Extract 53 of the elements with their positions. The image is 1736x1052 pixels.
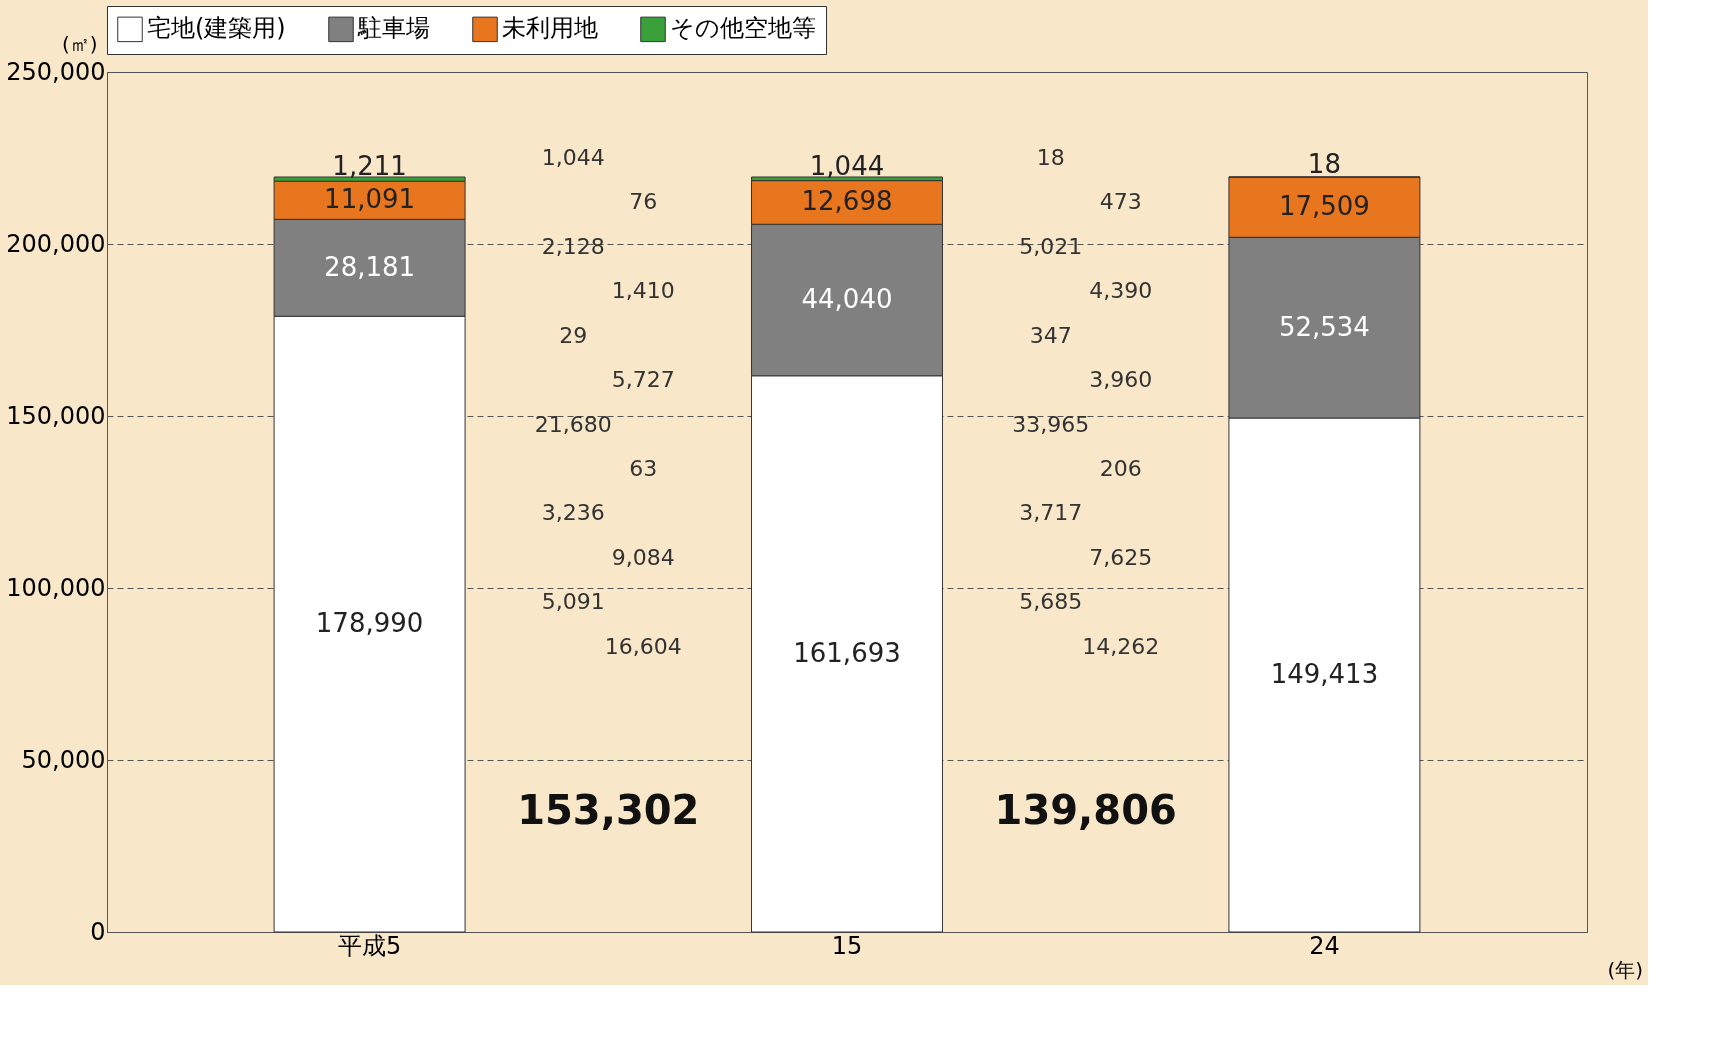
- legend-label: 未利用地: [502, 14, 598, 43]
- x-axis-title: (年): [1607, 957, 1644, 982]
- annotation: 153,302: [517, 786, 700, 833]
- y-axis-title: (㎡): [61, 31, 98, 56]
- annotation: 3,717: [1019, 500, 1083, 526]
- data-label: 52,534: [1278, 311, 1370, 342]
- annotation: 3,236: [541, 500, 605, 526]
- annotation: 473: [1099, 189, 1142, 215]
- annotation: 21,680: [534, 411, 612, 437]
- x-tick-label: 15: [831, 931, 863, 960]
- data-label: 178,990: [315, 608, 424, 639]
- y-tick-label: 150,000: [6, 401, 106, 430]
- annotation: 63: [629, 456, 658, 482]
- annotation: 4,390: [1089, 278, 1153, 304]
- y-tick-label: 0: [90, 917, 106, 946]
- y-tick-label: 250,000: [6, 57, 106, 86]
- data-label: 1,044: [809, 150, 885, 181]
- legend-label: 駐車場: [357, 14, 430, 43]
- annotation: 139,806: [994, 786, 1177, 833]
- annotation: 29: [559, 322, 588, 348]
- data-label: 44,040: [801, 284, 893, 315]
- annotation: 7,625: [1089, 544, 1153, 570]
- annotation: 206: [1099, 456, 1142, 482]
- annotation: 5,091: [541, 589, 605, 615]
- annotation: 1,410: [611, 278, 675, 304]
- legend-label: 宅地(建築用): [147, 14, 286, 43]
- data-label: 18: [1307, 149, 1341, 180]
- data-label: 17,509: [1278, 191, 1370, 222]
- annotation: 76: [629, 189, 658, 215]
- annotation: 18: [1036, 145, 1065, 170]
- annotation: 347: [1029, 322, 1072, 348]
- x-tick-label: 平成5: [337, 931, 402, 960]
- x-tick-label: 24: [1309, 931, 1340, 960]
- annotation: 3,960: [1089, 367, 1153, 393]
- annotation: 5,021: [1019, 233, 1083, 259]
- annotation: 14,262: [1082, 633, 1160, 659]
- data-label: 12,698: [801, 186, 893, 217]
- annotation: 5,685: [1019, 589, 1083, 615]
- y-tick-label: 100,000: [6, 573, 106, 602]
- annotation: 2,128: [541, 233, 605, 259]
- annotation: 1,044: [541, 145, 605, 170]
- data-label: 11,091: [324, 184, 416, 215]
- legend-label: その他空地等: [670, 14, 816, 43]
- annotation: 16,604: [604, 633, 682, 659]
- annotation: 5,727: [611, 367, 675, 393]
- data-label: 28,181: [324, 251, 416, 282]
- y-tick-label: 200,000: [6, 229, 106, 258]
- data-label: 161,693: [793, 637, 901, 668]
- y-tick-label: 50,000: [21, 745, 106, 774]
- data-label: 149,413: [1270, 659, 1379, 690]
- annotation: 9,084: [611, 544, 675, 570]
- annotation: 33,965: [1012, 411, 1090, 437]
- data-label: 1,211: [332, 151, 407, 182]
